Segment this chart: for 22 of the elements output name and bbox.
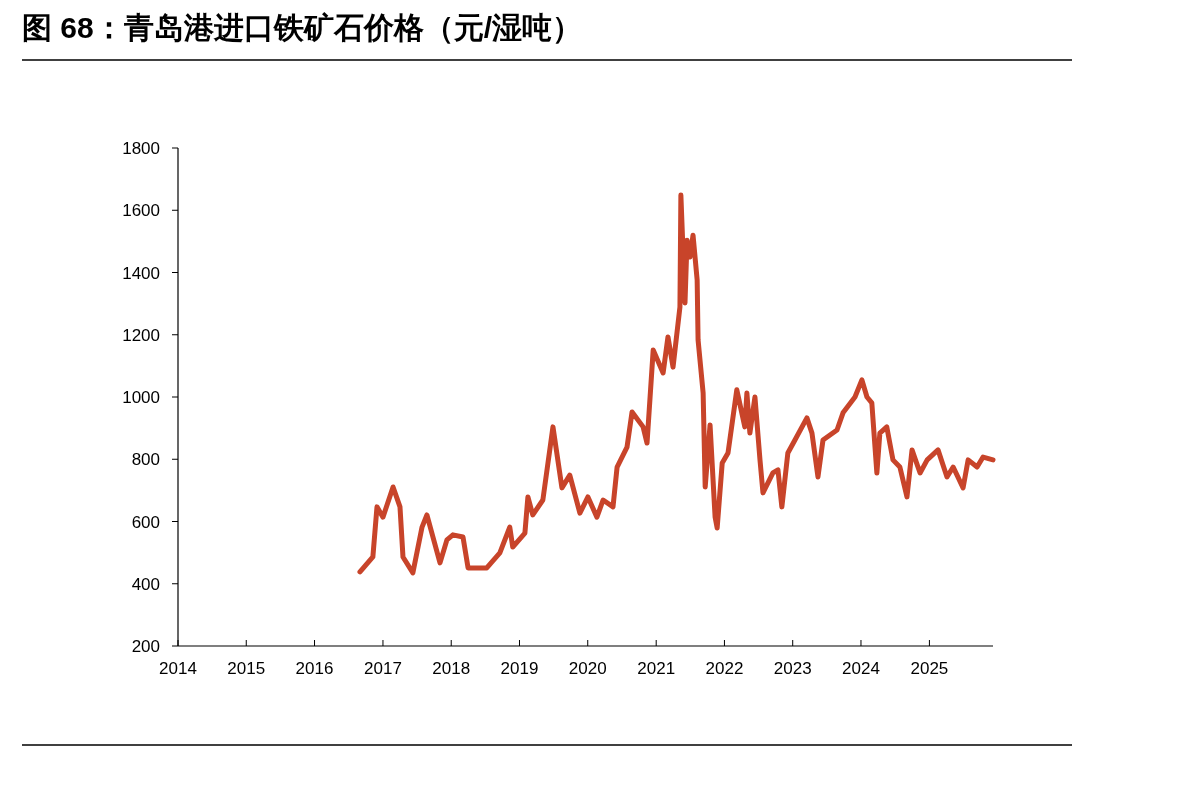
x-tick-label: 2022: [705, 659, 744, 678]
chart-title: 图 68：青岛港进口铁矿石价格（元/湿吨）: [22, 11, 583, 44]
y-tick-label: 1600: [122, 201, 160, 221]
y-tick-label: 1000: [122, 388, 160, 407]
x-tick-label: 2021: [637, 659, 676, 678]
x-tick-label: 2015: [227, 659, 266, 678]
x-tick-label: 2025: [910, 659, 949, 678]
x-tick-label: 2023: [773, 659, 812, 678]
x-tick-label: 2018: [432, 659, 471, 678]
x-tick-label: 2017: [364, 659, 402, 678]
x-tick-label: 2020: [568, 659, 607, 678]
y-tick-label: 200: [131, 637, 160, 656]
y-tick-label: 800: [131, 450, 160, 470]
y-tick-label: 400: [131, 574, 160, 594]
x-tick-label: 2014: [159, 659, 197, 678]
y-tick-label: 1200: [122, 325, 160, 345]
x-tick-label: 2024: [842, 659, 880, 678]
x-tick-label: 2019: [500, 659, 539, 678]
y-tick-label: 1400: [122, 263, 160, 283]
y-tick-label: 1800: [122, 139, 160, 158]
y-tick-label: 600: [131, 512, 160, 532]
x-tick-label: 2016: [295, 659, 334, 678]
